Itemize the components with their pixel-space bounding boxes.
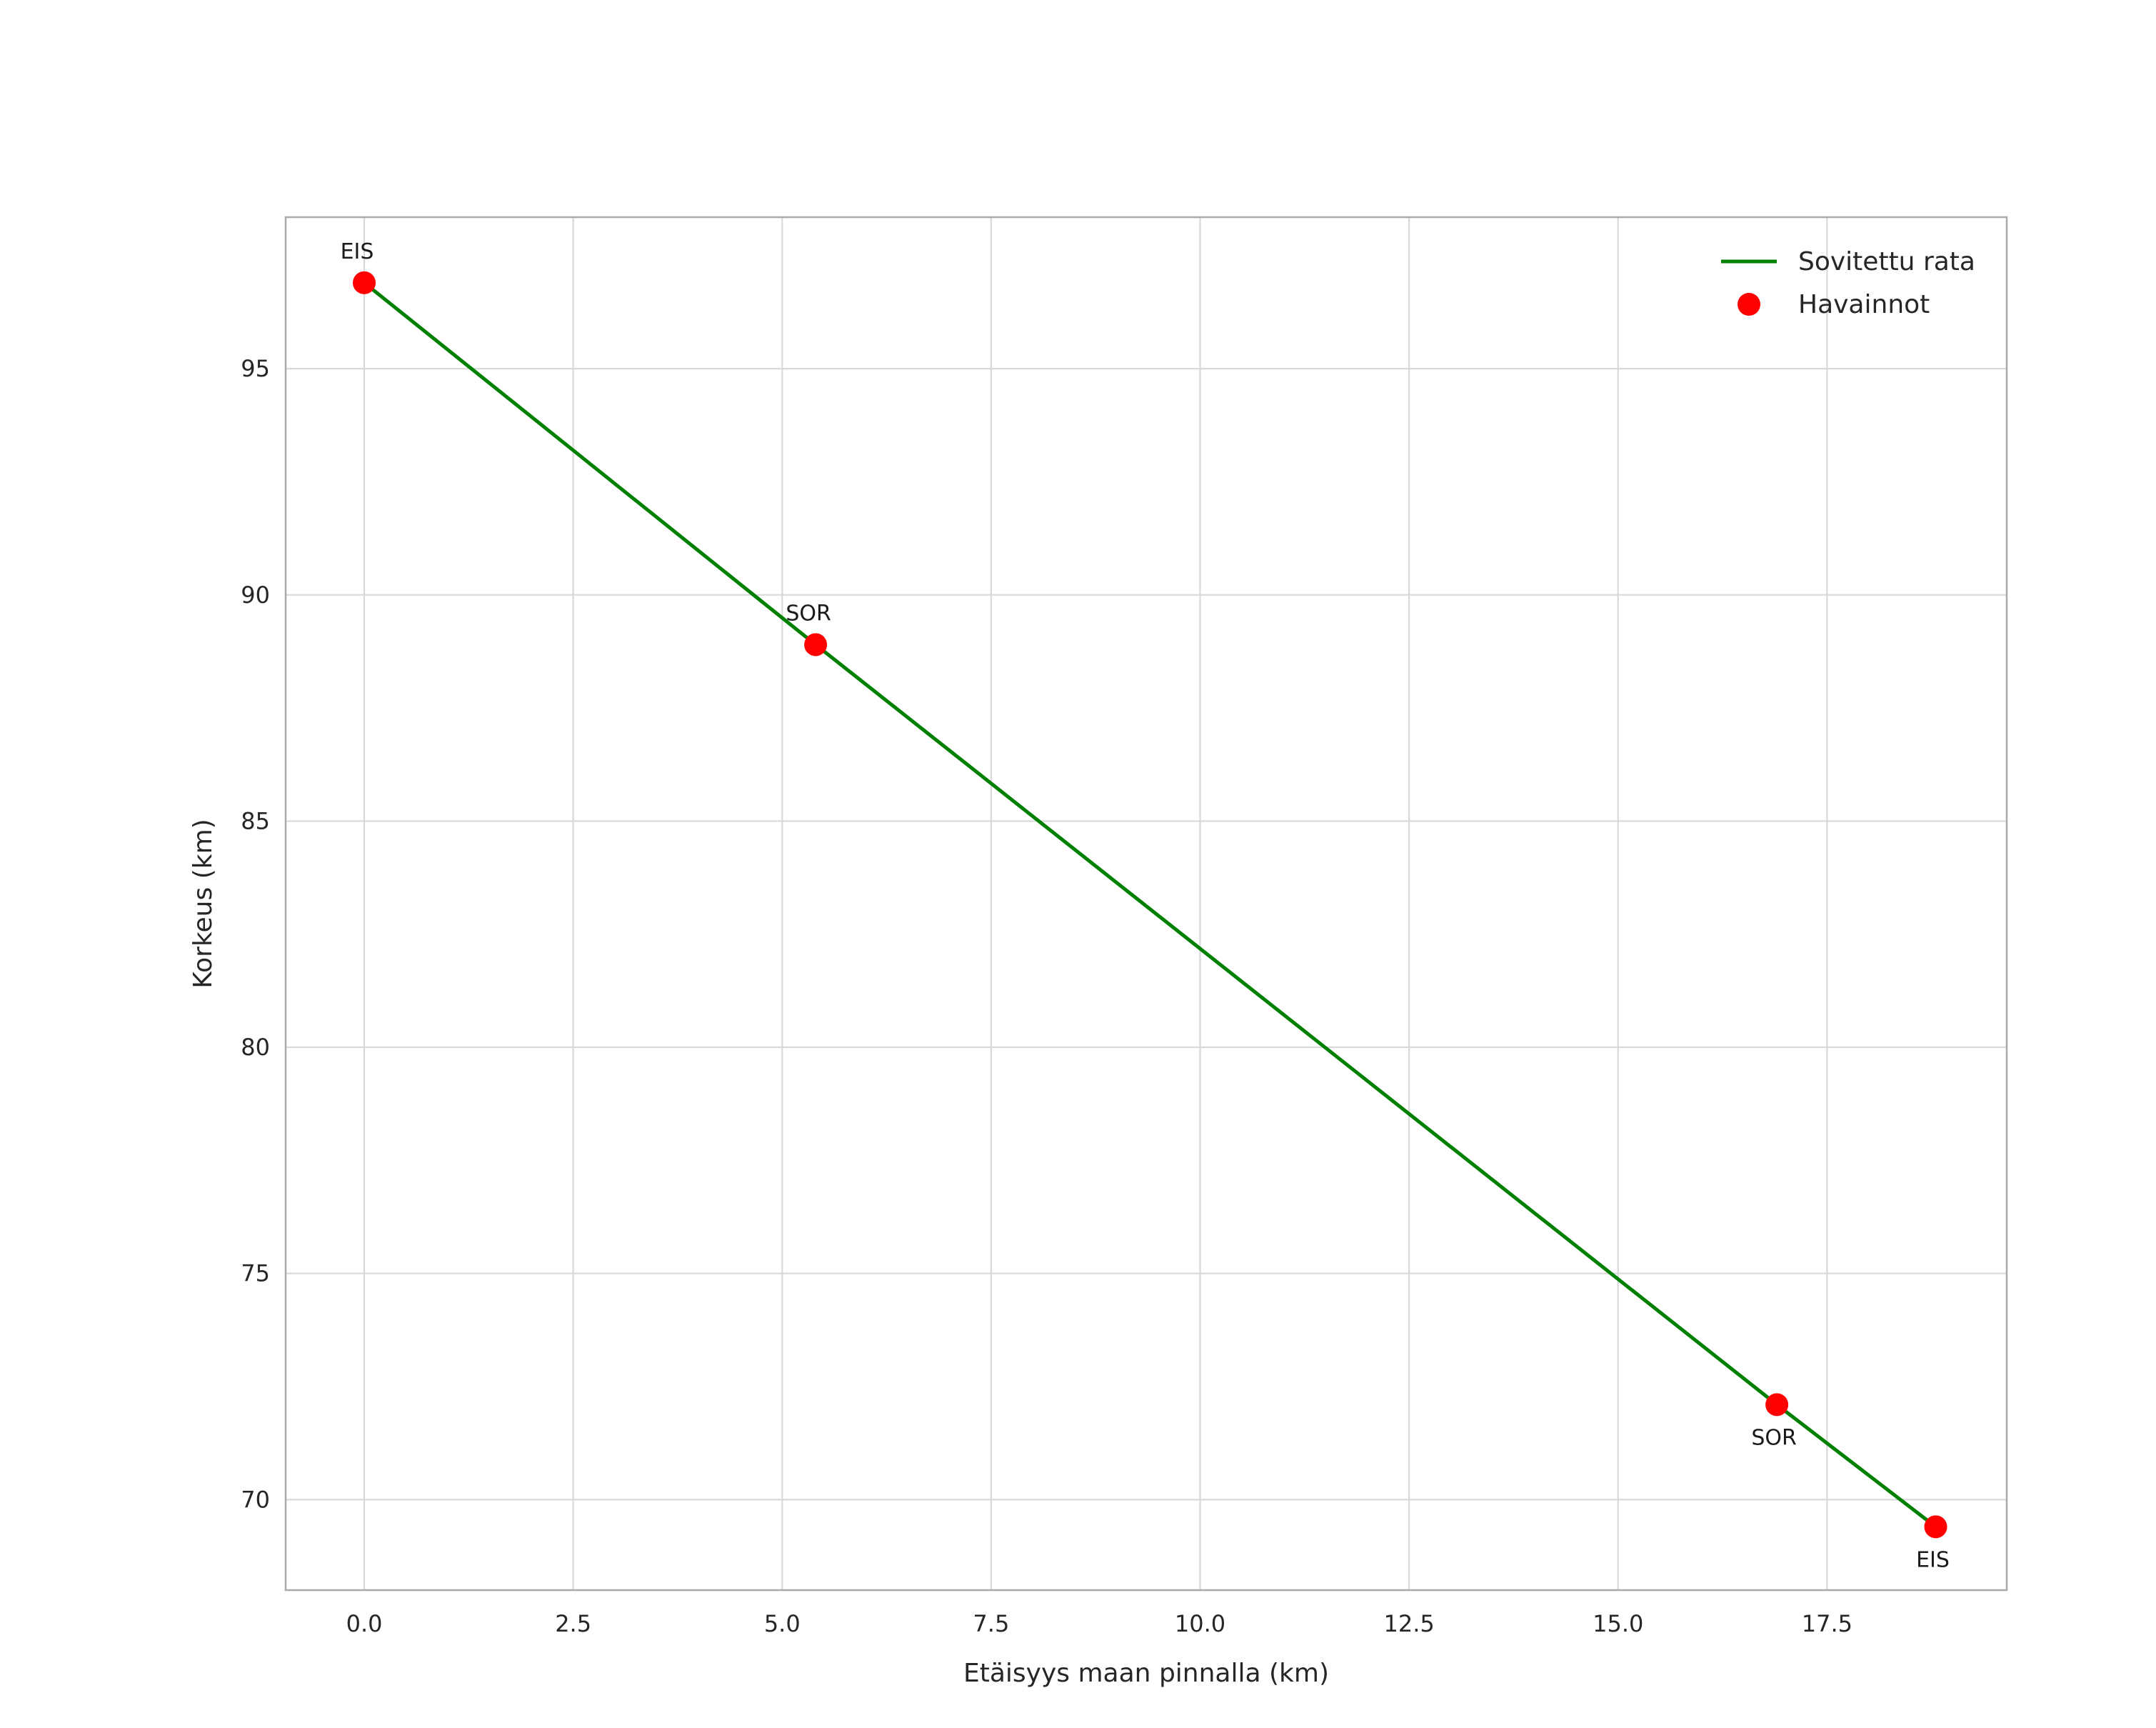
plot-border: [284, 216, 2008, 1592]
point-label: SOR: [1751, 1425, 1797, 1450]
x-tick-label: 5.0: [764, 1610, 801, 1637]
observation-point: [1924, 1515, 1947, 1539]
observation-point: [353, 271, 376, 294]
x-tick-label: 0.0: [346, 1610, 383, 1637]
observations: EIS SOR SOR EIS: [341, 239, 1950, 1573]
grid: [286, 217, 2007, 1590]
point-label: EIS: [341, 239, 374, 264]
x-tick-label: 7.5: [973, 1610, 1009, 1637]
y-tick-label: 90: [241, 581, 270, 609]
point-label: SOR: [786, 601, 831, 626]
tick-labels: 0.0 2.5 5.0 7.5 10.0 12.5 15.0 17.5 70 75 80 85 90 95: [241, 355, 1852, 1637]
x-tick-label: 2.5: [555, 1610, 591, 1637]
y-tick-label: 70: [241, 1486, 270, 1513]
legend-label: Havainnot: [1798, 290, 1930, 319]
x-tick-label: 15.0: [1593, 1610, 1643, 1637]
legend-label: Sovitettu rata: [1798, 247, 1975, 276]
x-tick-label: 12.5: [1383, 1610, 1434, 1637]
legend-dot-sample: [1738, 293, 1760, 316]
y-axis-label: Korkeus (km): [189, 819, 218, 988]
y-tick-label: 75: [241, 1260, 270, 1287]
observation-point: [1765, 1393, 1789, 1417]
x-axis-label: Etäisyys maan pinnalla (km): [963, 1659, 1329, 1688]
y-tick-label: 85: [241, 807, 270, 834]
legend-item: Sovitettu rata: [1721, 247, 1975, 276]
point-label: EIS: [1916, 1547, 1950, 1572]
y-tick-label: 95: [241, 355, 270, 382]
y-tick-label: 80: [241, 1034, 270, 1061]
legend-item: Havainnot: [1738, 290, 1930, 319]
x-tick-label: 17.5: [1802, 1610, 1852, 1637]
legend: Sovitettu rata Havainnot: [1721, 247, 1975, 319]
x-tick-label: 10.0: [1175, 1610, 1225, 1637]
observation-point: [804, 633, 828, 656]
fitted-trajectory-line: [362, 281, 1938, 1529]
